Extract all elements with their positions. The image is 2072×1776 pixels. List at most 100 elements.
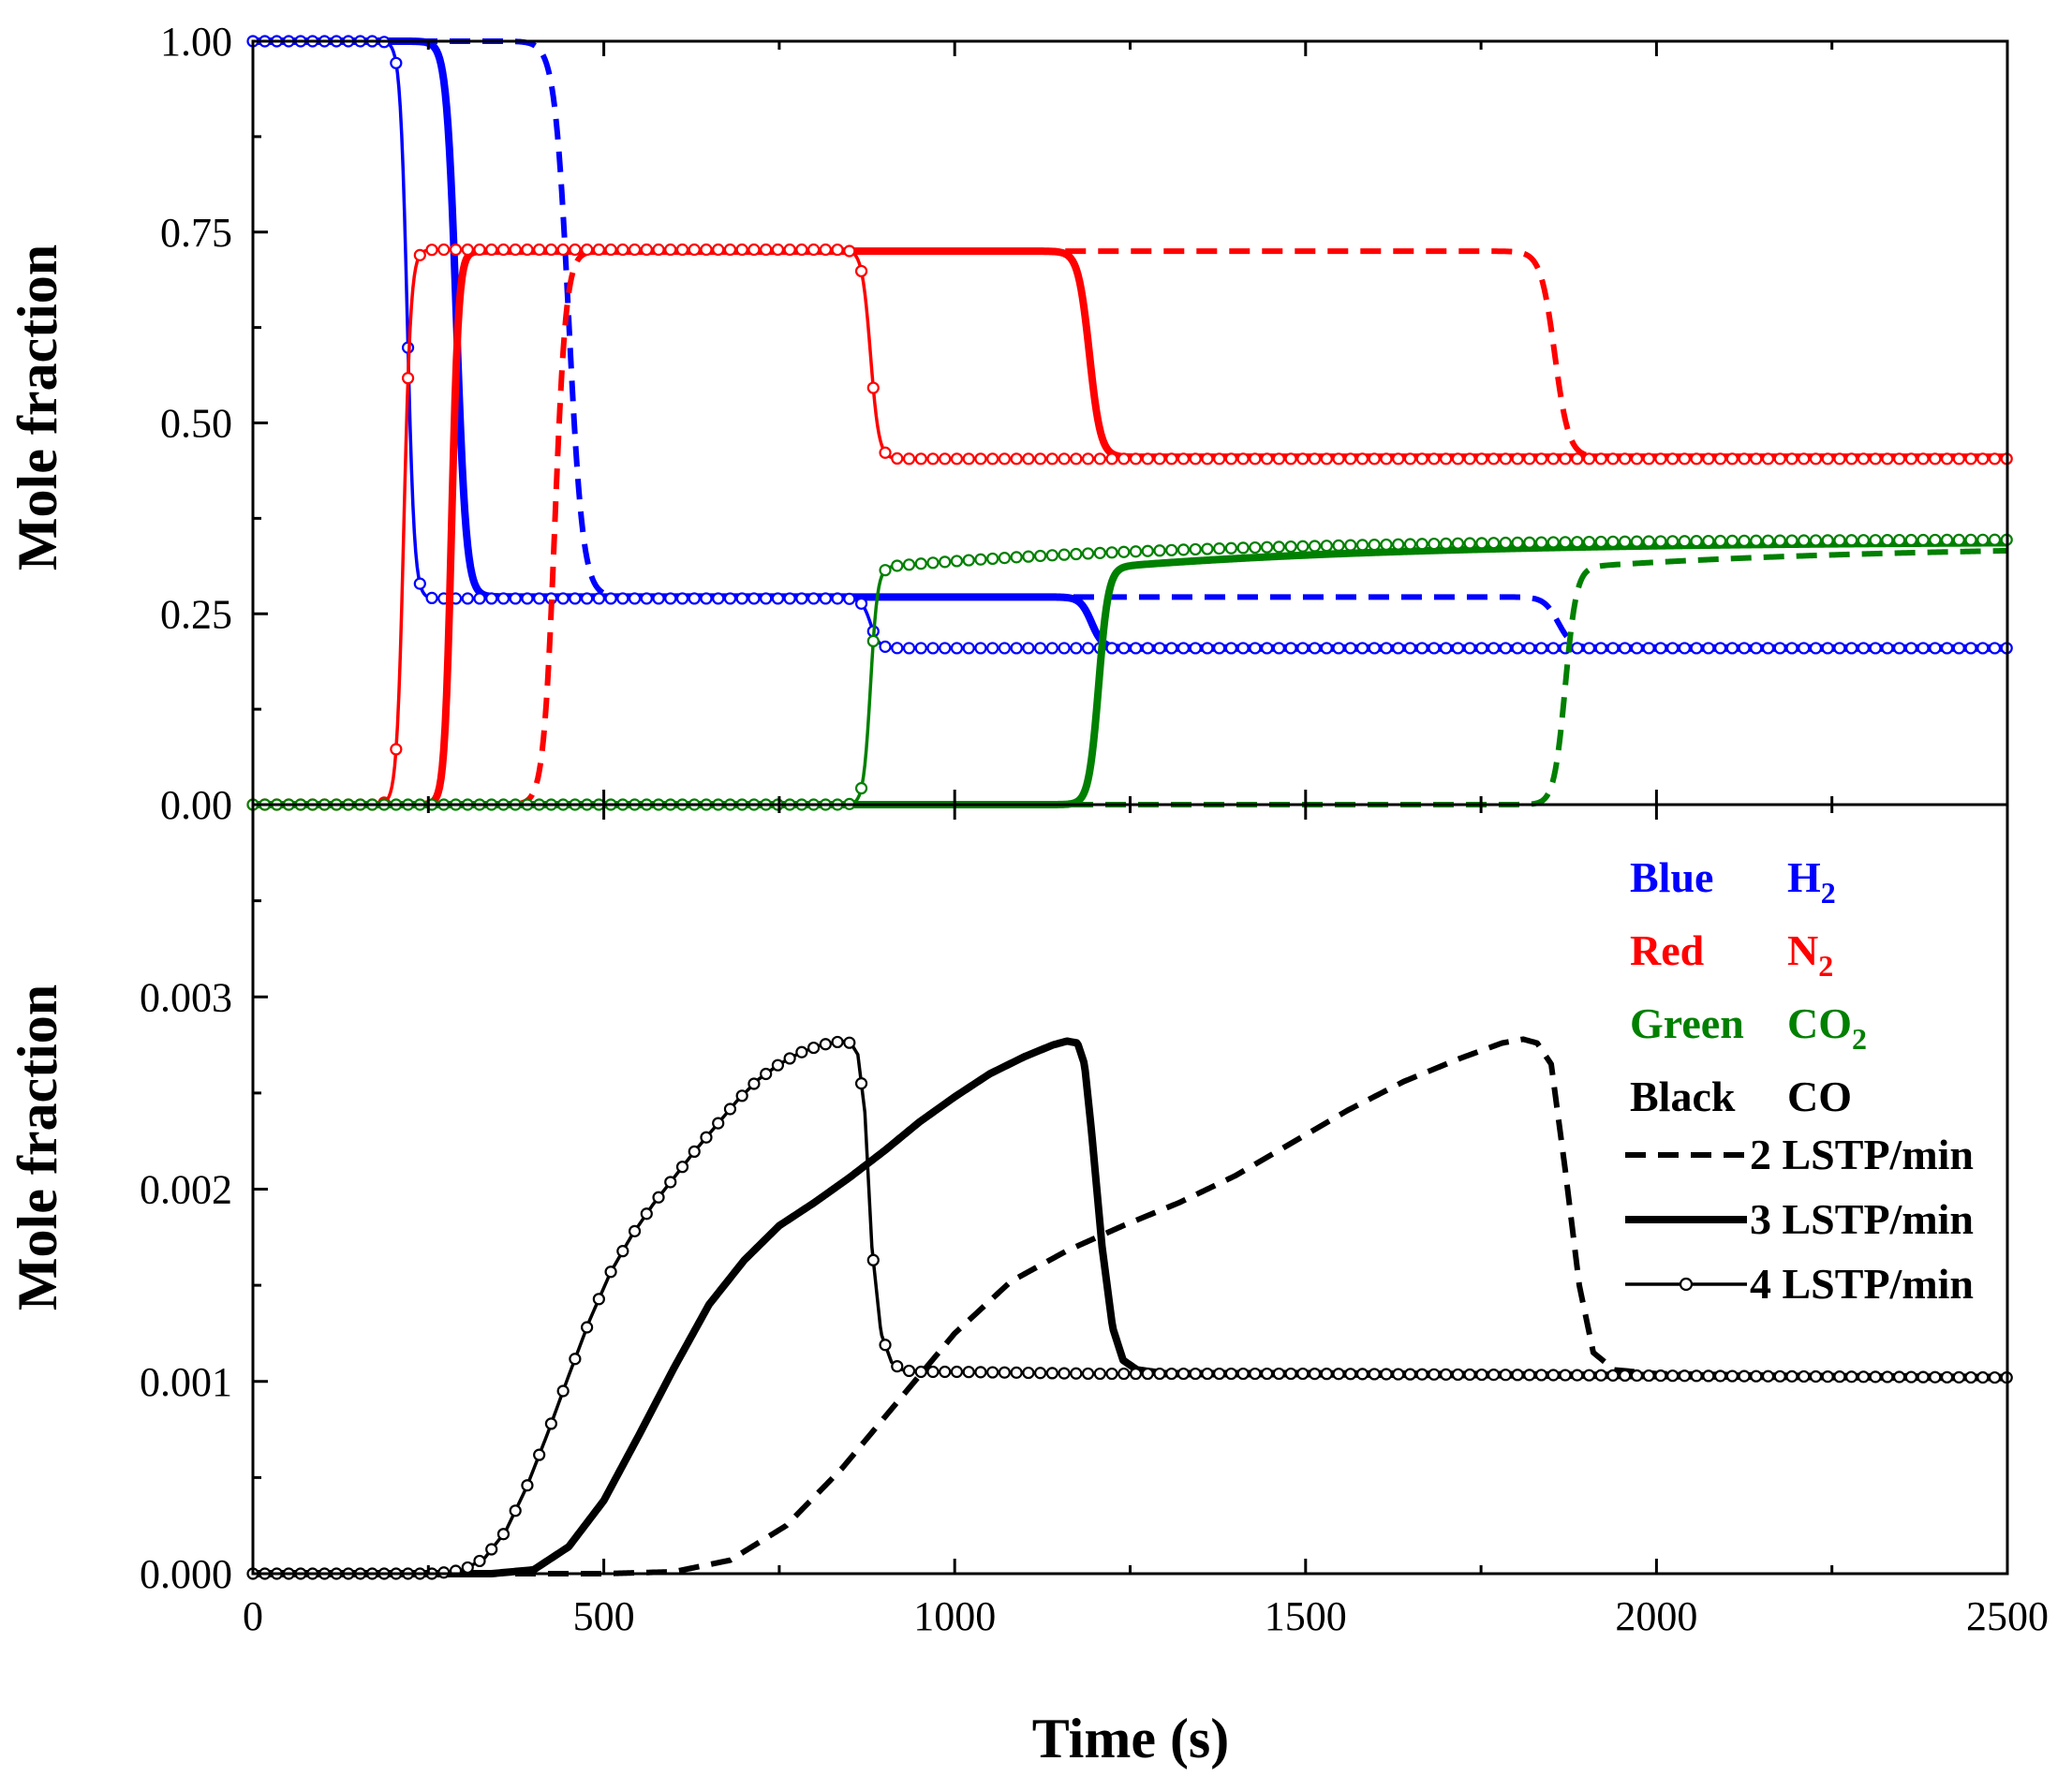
data-point [1355, 452, 1369, 466]
data-point [1678, 452, 1691, 466]
data-point [1033, 642, 1047, 655]
data-point [1773, 452, 1786, 466]
x-tick-label: 2000 [1615, 1593, 1697, 1639]
data-point [1678, 642, 1691, 655]
data-point [1141, 642, 1154, 655]
data-point [1272, 642, 1285, 655]
data-point [807, 592, 821, 605]
data-point [1929, 1370, 1942, 1384]
data-point [1213, 642, 1226, 655]
data-point [1487, 1369, 1501, 1382]
data-point [1750, 1369, 1763, 1383]
data-point [747, 1077, 761, 1090]
data-point [1904, 642, 1917, 655]
data-point [1893, 642, 1906, 655]
data-point [1224, 541, 1237, 555]
data-point [581, 1321, 594, 1334]
data-point [1201, 542, 1214, 555]
data-point [1702, 452, 1715, 466]
data-point [449, 243, 463, 257]
data-point [1929, 533, 1942, 547]
data-point [1368, 539, 1381, 552]
data-point [1869, 534, 1882, 547]
data-point [735, 592, 748, 605]
data-point [664, 243, 677, 257]
data-point [1070, 547, 1083, 561]
data-point [854, 1077, 868, 1090]
data-point [974, 452, 987, 466]
data-point [473, 1554, 486, 1568]
data-point [783, 243, 796, 257]
data-point [401, 372, 415, 385]
data-point [1785, 452, 1798, 466]
data-point [1368, 642, 1381, 655]
data-point [1201, 452, 1214, 466]
data-point [1499, 536, 1512, 550]
data-point [1893, 452, 1906, 466]
data-point [1272, 1367, 1285, 1381]
data-point [1153, 544, 1166, 557]
data-point [879, 640, 892, 653]
data-point [1117, 1367, 1131, 1381]
data-point [974, 642, 987, 655]
data-point [1534, 642, 1548, 655]
data-point [879, 564, 892, 577]
data-point [1368, 1368, 1381, 1381]
data-point [950, 452, 964, 466]
data-point [939, 1365, 952, 1379]
data-point [604, 592, 617, 605]
y-tick-label-bottom: 0.000 [140, 1551, 232, 1597]
data-point [1415, 1368, 1428, 1381]
data-point [760, 592, 773, 605]
y-axis-label-bottom: Mole fraction [7, 984, 68, 1310]
data-point [1033, 452, 1047, 466]
data-point [712, 243, 725, 257]
data-point [902, 558, 916, 571]
data-point [914, 557, 927, 570]
data-point [1678, 535, 1691, 548]
data-point [1177, 452, 1191, 466]
plot-frame-top [251, 39, 2009, 807]
data-point [652, 243, 665, 257]
data-point [1451, 1368, 1464, 1382]
series-line-bottom-0 [251, 1036, 2009, 1576]
data-point [521, 243, 534, 257]
data-point [1582, 642, 1596, 655]
data-point [581, 243, 594, 257]
data-point [1952, 642, 1965, 655]
data-point [986, 452, 999, 466]
x-tick-label: 1000 [913, 1593, 996, 1639]
data-point [795, 1045, 808, 1058]
data-point [1284, 452, 1297, 466]
data-point [1976, 533, 1990, 546]
data-point [986, 642, 999, 655]
data-point [1606, 1369, 1620, 1382]
data-point [569, 1353, 582, 1366]
series-line-bottom-1 [250, 1037, 2010, 1577]
data-point [1893, 1370, 1906, 1384]
data-point [1189, 642, 1202, 655]
data-point [1058, 1367, 1071, 1380]
data-point [1165, 452, 1178, 466]
data-point [1463, 642, 1476, 655]
data-point [1833, 534, 1846, 547]
data-point [592, 592, 605, 605]
data-point [1904, 1370, 1917, 1384]
series-line-top-3 [251, 248, 2009, 807]
data-point [1440, 537, 1453, 550]
data-point [1403, 452, 1417, 466]
data-point [1761, 1369, 1775, 1383]
data-point [1523, 1369, 1536, 1382]
series-line-top-8 [252, 538, 2008, 807]
data-point [1117, 545, 1131, 558]
data-point [843, 592, 856, 605]
data-point [1606, 535, 1620, 548]
data-point [1070, 1367, 1083, 1380]
data-point [1893, 533, 1906, 547]
data-point [1332, 539, 1345, 553]
data-point [1750, 452, 1763, 466]
data-point [1045, 1367, 1058, 1380]
data-point [1606, 642, 1620, 655]
data-point [831, 243, 844, 257]
data-point [1058, 642, 1071, 655]
